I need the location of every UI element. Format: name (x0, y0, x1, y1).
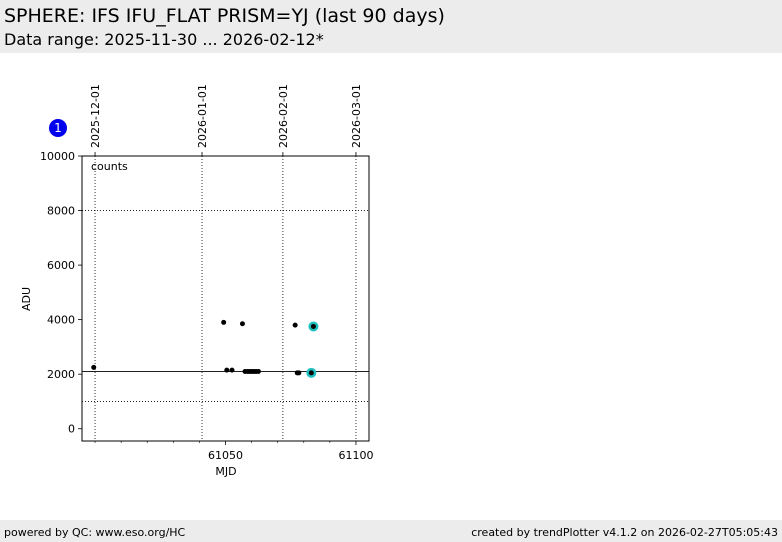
page-title: SPHERE: IFS IFU_FLAT PRISM=YJ (last 90 d… (4, 5, 445, 27)
y-tick-label: 0 (68, 423, 75, 436)
data-point (239, 321, 245, 327)
counts-annotation: counts (91, 160, 128, 173)
data-point (308, 370, 314, 376)
date-tick-label: 2026-02-01 (277, 84, 290, 148)
data-point (224, 367, 230, 373)
badge-label[interactable]: 1 (54, 121, 62, 135)
x-tick-label: 61100 (338, 449, 373, 462)
plot-number-badge[interactable]: 1 (49, 119, 67, 137)
footer-credit: powered by QC: www.eso.org/HC (4, 526, 186, 539)
y-tick-label: 10000 (40, 150, 75, 163)
header-bar: SPHERE: IFS IFU_FLAT PRISM=YJ (last 90 d… (0, 0, 782, 53)
date-tick-label: 2025-12-01 (89, 84, 102, 148)
data-point (221, 319, 227, 325)
data-point (91, 364, 97, 370)
footer-created-by: created by trendPlotter v4.1.2 on 2026-0… (471, 526, 778, 539)
y-tick-label: 6000 (47, 259, 75, 272)
y-tick-label: 2000 (47, 368, 75, 381)
data-point (310, 323, 316, 329)
plot-frame (81, 155, 370, 442)
footer-bar: powered by QC: www.eso.org/HC created by… (0, 520, 782, 542)
y-axis-label: ADU (20, 287, 33, 311)
badge-circle[interactable] (49, 119, 67, 137)
data-point (255, 368, 261, 374)
x-axis-label: MJD (215, 465, 236, 478)
y-tick-label: 4000 (47, 314, 75, 327)
data-range-subtitle: Data range: 2025-11-30 ... 2026-02-12* (4, 30, 324, 49)
y-tick-label: 8000 (47, 205, 75, 218)
data-point (296, 370, 302, 376)
data-point (292, 322, 298, 328)
date-tick-label: 2026-01-01 (196, 84, 209, 148)
x-tick-label: 61050 (208, 449, 243, 462)
date-tick-label: 2026-03-01 (350, 84, 363, 148)
data-point (229, 367, 235, 373)
